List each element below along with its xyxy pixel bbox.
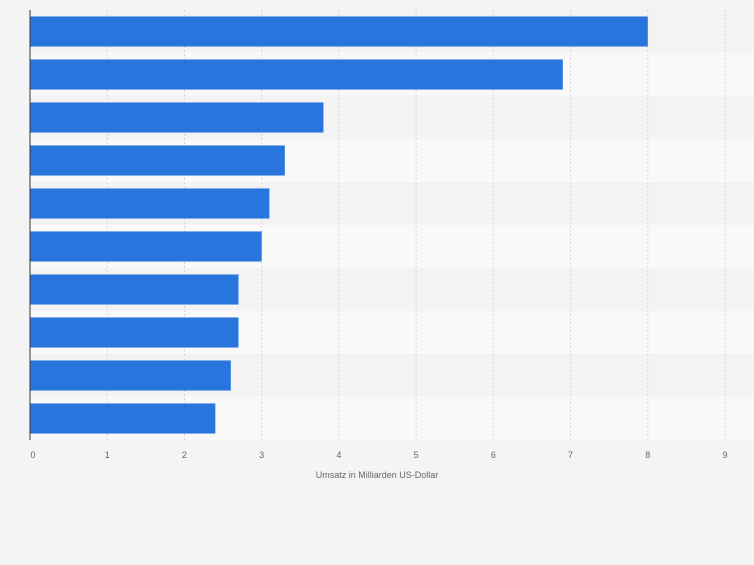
bar bbox=[30, 403, 216, 434]
x-tick-label: 5 bbox=[414, 450, 419, 460]
bar bbox=[30, 16, 648, 47]
bar bbox=[30, 360, 231, 391]
x-axis-label: Umsatz in Milliarden US-Dollar bbox=[316, 470, 439, 480]
x-tick-label: 9 bbox=[722, 450, 727, 460]
x-tick-label: 7 bbox=[568, 450, 573, 460]
bar bbox=[30, 102, 324, 133]
x-tick-label: 3 bbox=[259, 450, 264, 460]
bar bbox=[30, 145, 285, 176]
x-tick-label: 8 bbox=[645, 450, 650, 460]
bar bbox=[30, 231, 262, 262]
bar bbox=[30, 274, 239, 305]
bar bbox=[30, 188, 270, 219]
x-axis-ticks: 0 1 2 3 4 5 6 7 8 9 bbox=[30, 450, 727, 460]
x-tick-label: 1 bbox=[105, 450, 110, 460]
bar bbox=[30, 59, 563, 90]
x-tick-label: 6 bbox=[491, 450, 496, 460]
x-tick-label: 0 bbox=[30, 450, 35, 460]
x-tick-label: 4 bbox=[336, 450, 341, 460]
x-tick-label: 2 bbox=[182, 450, 187, 460]
bars bbox=[30, 16, 648, 434]
bar bbox=[30, 317, 239, 348]
